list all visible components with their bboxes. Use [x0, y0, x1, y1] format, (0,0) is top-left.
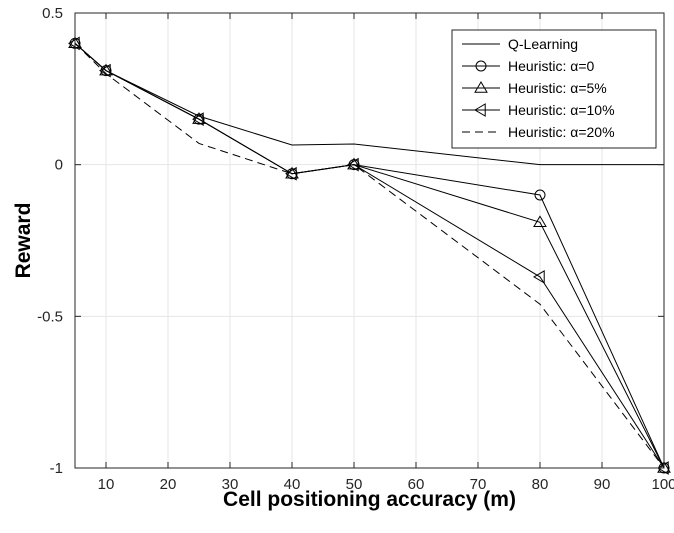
x-tick-label: 30: [222, 476, 239, 493]
data-point: [193, 113, 205, 125]
legend-marker: [475, 60, 487, 72]
y-axis-label: Reward: [12, 203, 35, 279]
data-point: [99, 63, 113, 76]
x-tick-label: 90: [594, 476, 611, 493]
tick-labels: 10 20 30 40 50 60 70 80 90 100 -1 -0.5 0 0.5: [37, 5, 674, 493]
legend-label: Heuristic: α=0: [508, 58, 595, 74]
y-tick-label: -1: [50, 460, 63, 477]
data-point: [68, 36, 80, 51]
y-tick-label: 0.5: [42, 5, 63, 22]
data-point: [534, 189, 546, 201]
legend-marker: [474, 103, 486, 117]
data-point: [192, 112, 204, 127]
legend-box: [451, 29, 657, 149]
legend-item: Heuristic: α=10%: [462, 102, 615, 118]
legend-label: Q-Learning: [508, 36, 578, 52]
x-tick-label: 20: [160, 476, 177, 493]
data-point: [286, 168, 298, 180]
data-point: [99, 63, 111, 78]
legend-marker: [474, 81, 488, 93]
x-tick-label: 50: [346, 476, 363, 493]
series-line: [74, 42, 665, 469]
x-tick-label: 10: [98, 476, 115, 493]
legend: Q-Learning Heuristic: α=0 Heuristic: α=5% H…: [451, 29, 657, 149]
legend-label: Heuristic: α=5%: [508, 80, 607, 96]
plot-frame: [74, 12, 665, 469]
x-axis-label: Cell positioning accuracy (m): [223, 488, 516, 511]
legend-item: Heuristic: α=20%: [462, 124, 615, 140]
data-point: [100, 65, 112, 77]
data-point: [192, 112, 206, 124]
series-5: [74, 42, 665, 469]
data-point: [285, 166, 297, 181]
y-tick-label: -0.5: [37, 308, 63, 325]
series-line: [74, 42, 665, 469]
x-tick-label: 100: [651, 476, 674, 493]
legend-label: Heuristic: α=10%: [508, 102, 615, 118]
data-point: [348, 159, 360, 171]
legend-label: Heuristic: α=20%: [508, 124, 615, 140]
y-tick-label: 0: [55, 157, 63, 174]
series-4: [68, 36, 669, 475]
x-tick-label: 60: [408, 476, 425, 493]
legend-item: Heuristic: α=5%: [462, 80, 607, 96]
data-point: [533, 270, 545, 284]
series-group: [68, 36, 671, 475]
legend-item: Heuristic: α=0: [462, 58, 595, 74]
data-point: [533, 215, 547, 227]
data-point: [347, 157, 359, 172]
data-point: [347, 157, 361, 170]
x-tick-label: 40: [284, 476, 301, 493]
x-tick-label: 70: [470, 476, 487, 493]
data-point: [657, 461, 671, 473]
legend-item: Q-Learning: [462, 36, 578, 52]
data-point: [657, 461, 669, 475]
x-tick-label: 80: [532, 476, 549, 493]
